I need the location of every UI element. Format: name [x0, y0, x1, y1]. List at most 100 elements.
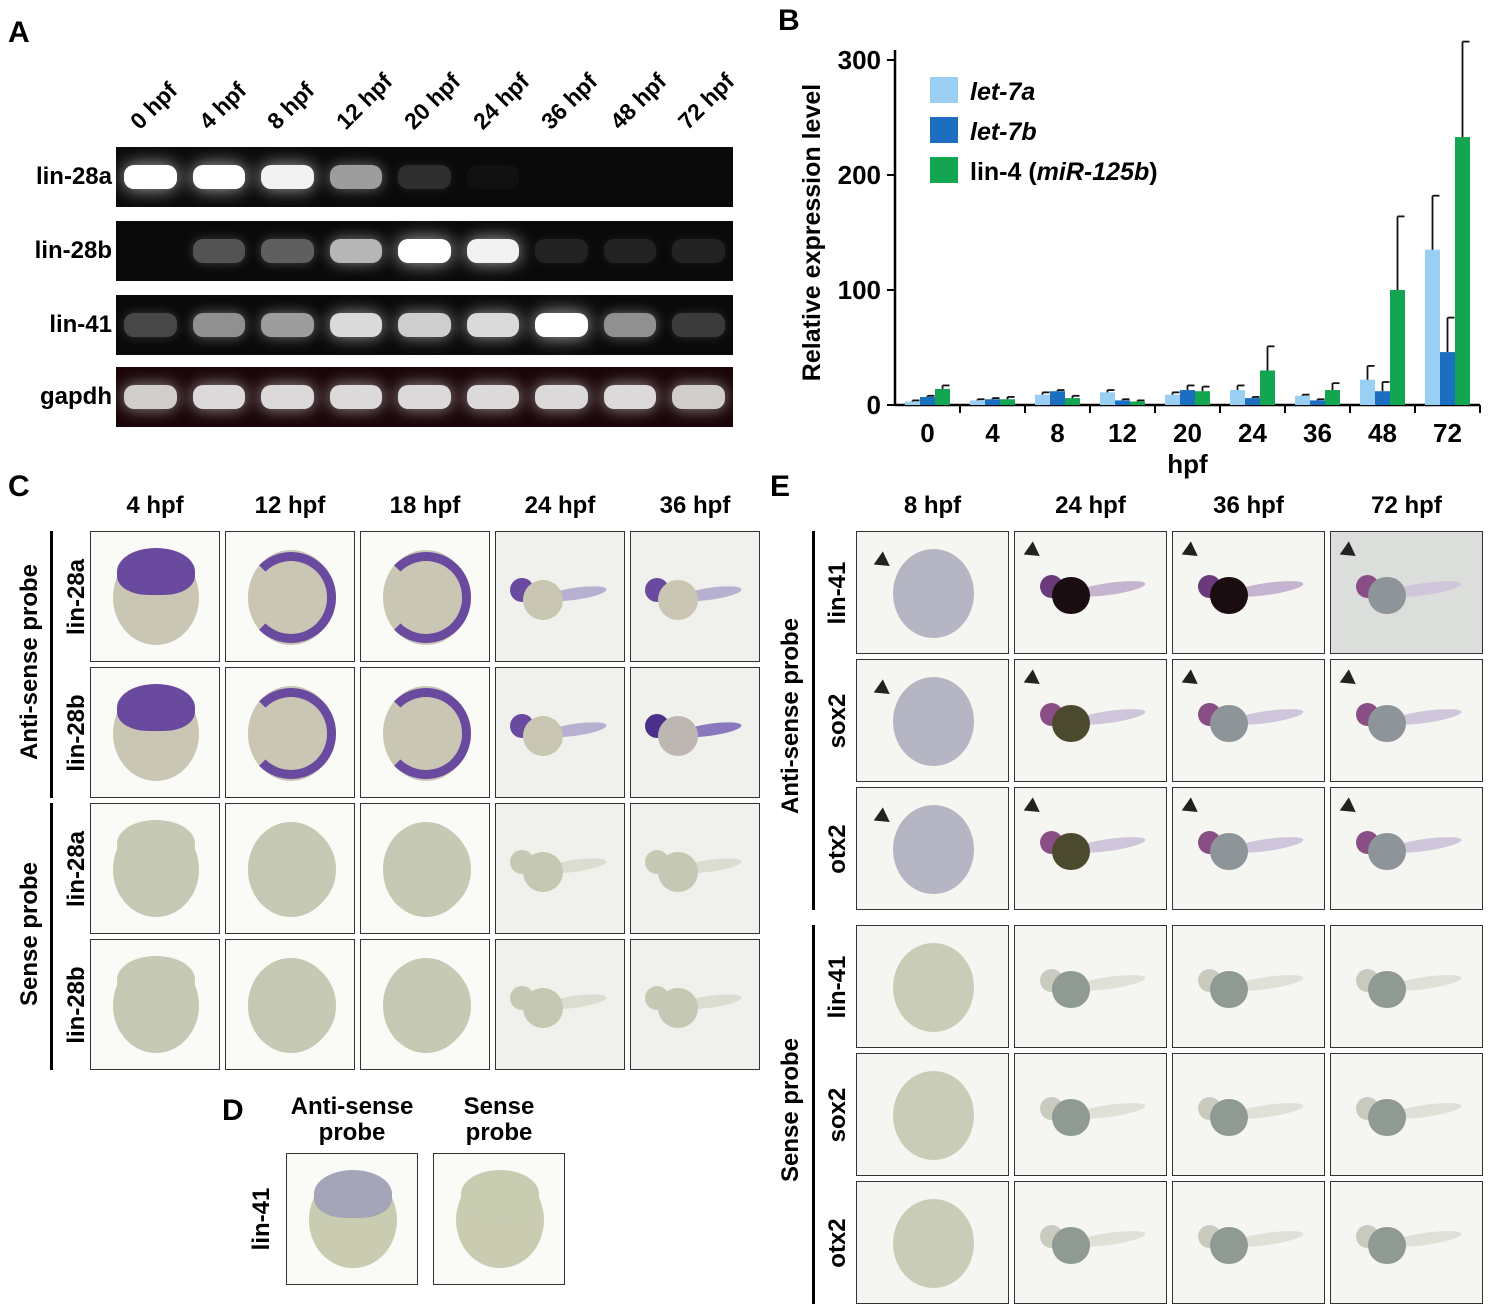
y-tick-label: 200 [838, 160, 881, 190]
gel-band [261, 313, 314, 337]
group-label: Sense probe [16, 861, 43, 1007]
legend-swatch [930, 157, 958, 183]
arrowhead-icon [1181, 669, 1203, 691]
row-label: sox2 [824, 1087, 851, 1142]
legend-swatch [930, 117, 958, 143]
row-label: lin-41 [824, 955, 851, 1018]
x-tick-label: 72 [1433, 418, 1462, 448]
in-situ-image [1172, 787, 1325, 910]
embryo-yolk [658, 579, 699, 620]
embryo-yolk [658, 851, 699, 892]
bar [1455, 137, 1470, 406]
embryo-curled-body [245, 960, 337, 1051]
gel-band [672, 313, 725, 337]
lane-label: 0 hpf [124, 77, 183, 135]
embryo-yolk [523, 851, 564, 892]
gel-band [192, 165, 246, 189]
column-header: 24 hpf [1055, 492, 1126, 519]
embryo-yolk [1210, 970, 1248, 1009]
gel-band [466, 239, 520, 263]
embryo-body [892, 1198, 975, 1289]
embryo-yolk [1368, 970, 1406, 1009]
gel-band [467, 165, 520, 189]
embryo-curled-body [380, 960, 472, 1051]
in-situ-image [1172, 531, 1325, 654]
in-situ-image [225, 667, 355, 798]
in-situ-image [286, 1153, 418, 1285]
gel-strip [116, 221, 733, 281]
gel-band [192, 313, 246, 337]
gel-band [398, 165, 451, 189]
in-situ-image [856, 659, 1009, 782]
row-label: lin-41 [824, 561, 851, 624]
y-tick-label: 0 [867, 390, 881, 420]
embryo-yolk [1368, 576, 1406, 615]
embryo-body [892, 676, 975, 767]
in-situ-image [360, 667, 490, 798]
embryo-yolk [1368, 1226, 1406, 1265]
bar [1180, 390, 1195, 405]
in-situ-image [225, 531, 355, 662]
gel-band [398, 313, 451, 337]
column-header: probe [465, 1119, 533, 1146]
gel-band [535, 385, 588, 409]
arrowhead-icon [1023, 541, 1045, 563]
embryo-yolk [1210, 1098, 1248, 1137]
row-label: lin-28b [63, 693, 90, 772]
embryo-yolk [1052, 1226, 1090, 1265]
in-situ-image [433, 1153, 565, 1285]
embryo-curled-body [245, 824, 337, 915]
gel-band [535, 239, 588, 263]
y-axis-label: Relative expression level [798, 84, 826, 381]
in-situ-image [1172, 659, 1325, 782]
embryo-yolk [658, 987, 699, 1028]
embryo-curled-body [380, 688, 472, 779]
arrowhead-icon [873, 679, 895, 701]
row-label: lin-41 [248, 1187, 275, 1251]
in-situ-image [1330, 787, 1483, 910]
group-label: Anti-sense probe [777, 617, 804, 814]
x-tick-label: 8 [1050, 418, 1064, 448]
gel-strip [116, 367, 733, 427]
row-label: lin-28a [63, 830, 90, 907]
embryo-yolk [1052, 704, 1090, 743]
bar [905, 401, 920, 405]
bar [1390, 290, 1405, 405]
bar [1065, 398, 1080, 405]
gel-gene-label: lin-41 [49, 311, 112, 338]
gel-band [672, 385, 725, 409]
bar [1115, 400, 1130, 405]
embryo-body [892, 942, 975, 1033]
column-header: 24 hpf [524, 492, 596, 519]
in-situ-image [1172, 925, 1325, 1048]
in-situ-image [90, 803, 220, 934]
gel-band [124, 165, 177, 189]
embryo-yolk [523, 987, 564, 1028]
bar [1260, 370, 1275, 405]
embryo-curled-body [380, 552, 472, 643]
in-situ-image [630, 667, 760, 798]
arrowhead-icon [1023, 797, 1045, 819]
in-situ-image [856, 925, 1009, 1048]
lane-label: 4 hpf [193, 77, 251, 135]
arrowhead-icon [1339, 669, 1361, 691]
bar [1360, 379, 1375, 405]
column-header: Anti-sense [290, 1093, 414, 1120]
group-label: Anti-sense probe [16, 563, 43, 761]
legend-label: let-7a [970, 78, 1035, 106]
embryo-body [892, 804, 975, 895]
lane-label: 24 hpf [467, 68, 534, 135]
arrowhead-icon [1339, 541, 1361, 563]
in-situ-image [856, 787, 1009, 910]
legend-swatch [930, 77, 958, 103]
embryo-curled-body [245, 552, 337, 643]
gel-band [124, 385, 177, 409]
bar [1310, 400, 1325, 405]
gel-gene-label: lin-28b [34, 237, 112, 264]
x-tick-label: 20 [1173, 418, 1202, 448]
embryo-blastoderm [313, 1169, 393, 1218]
lane-label: 48 hpf [604, 68, 672, 135]
arrowhead-icon [873, 807, 895, 829]
gel-band [672, 239, 725, 263]
panel-label-d: D [222, 1094, 244, 1127]
